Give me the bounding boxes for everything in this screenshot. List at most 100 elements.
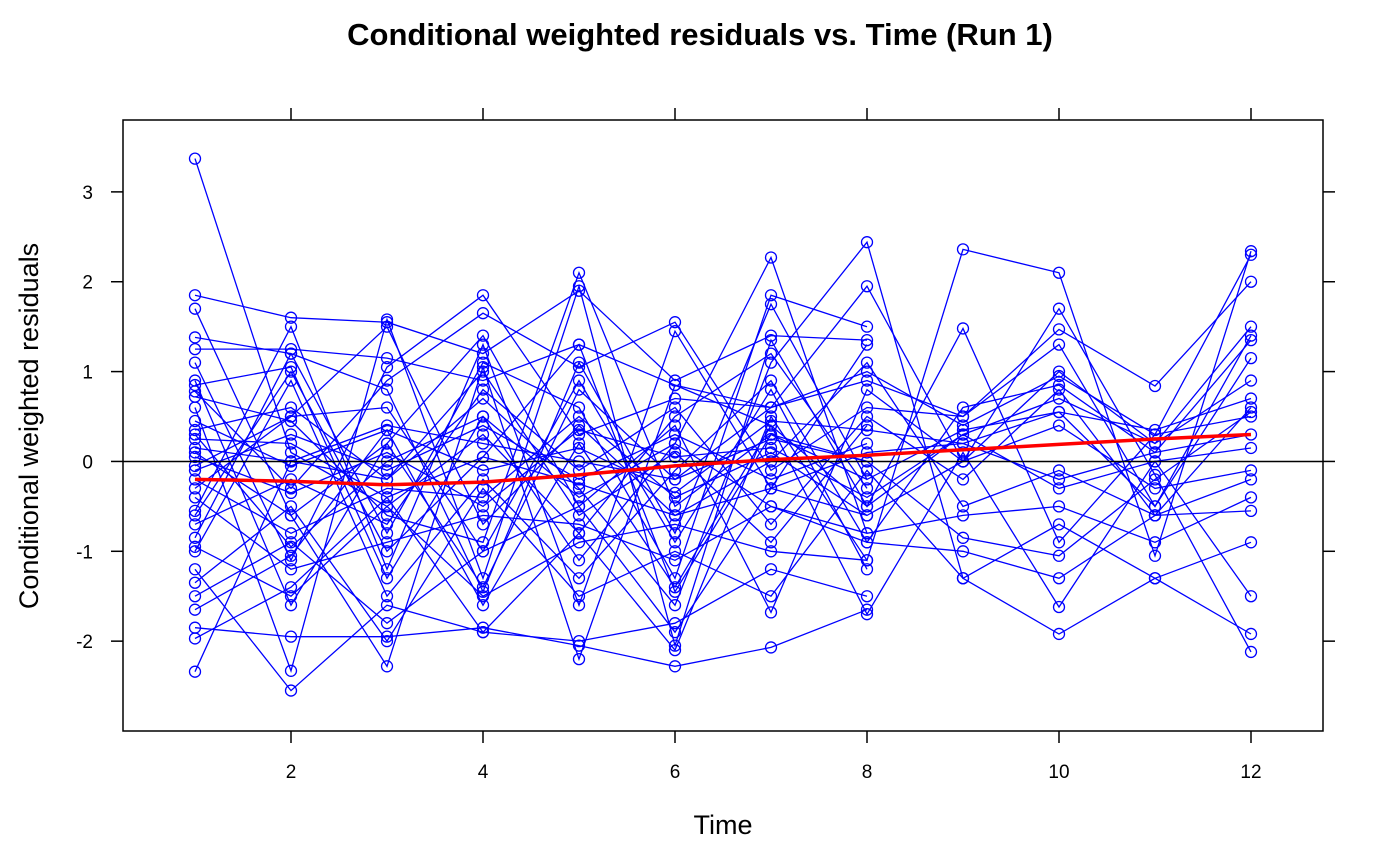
- data-point: [1244, 405, 1258, 419]
- data-point: [764, 545, 778, 558]
- data-point: [284, 509, 298, 522]
- series-line: [194, 424, 1252, 616]
- data-point: [764, 298, 778, 311]
- data-point: [476, 383, 490, 396]
- data-point: [1148, 509, 1162, 522]
- data-point: [188, 441, 202, 455]
- data-point: [668, 419, 682, 432]
- data-point: [284, 410, 298, 423]
- data-point: [1052, 482, 1066, 495]
- data-point: [188, 518, 202, 531]
- data-point: [572, 374, 586, 387]
- series-line: [194, 285, 1252, 668]
- series-line: [194, 379, 1252, 598]
- data-point: [476, 621, 490, 634]
- data-point: [764, 441, 778, 455]
- data-point: [764, 536, 778, 549]
- y-tick-label: -2: [76, 632, 93, 653]
- data-point: [1052, 473, 1066, 486]
- data-point: [1148, 500, 1162, 513]
- data-point: [956, 243, 970, 256]
- data-point: [668, 491, 682, 504]
- data-point: [1148, 473, 1162, 486]
- data-point: [764, 432, 778, 446]
- data-point: [380, 320, 394, 333]
- data-point: [860, 608, 874, 621]
- data-point: [668, 536, 682, 549]
- data-point: [284, 684, 298, 697]
- data-point: [1244, 473, 1258, 486]
- data-point: [380, 563, 394, 576]
- data-point: [476, 329, 490, 342]
- data-point: [764, 356, 778, 369]
- data-point: [1052, 378, 1066, 392]
- data-point: [764, 641, 778, 654]
- data-point: [380, 509, 394, 522]
- data-point: [1244, 245, 1258, 258]
- data-point: [188, 576, 202, 589]
- data-point: [668, 509, 682, 522]
- data-point: [380, 401, 394, 414]
- data-point: [188, 504, 202, 518]
- data-point: [668, 626, 682, 639]
- data-point: [572, 518, 586, 531]
- data-point: [572, 482, 586, 495]
- data-point: [572, 437, 586, 450]
- data-point: [668, 392, 682, 405]
- data-point: [476, 585, 490, 598]
- data-point: [188, 545, 202, 558]
- data-point: [284, 581, 298, 594]
- series-line: [194, 270, 868, 544]
- data-point: [284, 540, 298, 553]
- data-point: [860, 509, 874, 522]
- data-point: [1148, 379, 1162, 393]
- data-point: [668, 585, 682, 598]
- data-point: [1052, 518, 1066, 531]
- series-line: [194, 339, 1252, 562]
- data-point: [476, 599, 490, 612]
- data-point: [764, 410, 778, 423]
- data-point: [956, 531, 970, 544]
- data-point: [956, 500, 970, 513]
- data-point: [380, 313, 394, 326]
- data-point: [764, 518, 778, 531]
- data-point: [188, 590, 202, 603]
- data-point: [1244, 464, 1258, 477]
- data-point: [860, 482, 874, 495]
- data-point: [1148, 482, 1162, 495]
- data-point: [380, 545, 394, 558]
- data-point: [1148, 446, 1162, 459]
- data-point: [1052, 600, 1066, 614]
- data-point: [764, 482, 778, 495]
- data-point: [668, 378, 682, 392]
- data-point: [1148, 549, 1162, 562]
- data-point: [380, 527, 394, 540]
- series-line: [194, 487, 868, 634]
- data-point: [1052, 536, 1066, 549]
- data-point: [860, 437, 874, 450]
- data-point: [380, 518, 394, 531]
- data-point: [188, 509, 202, 522]
- data-point: [1148, 536, 1162, 549]
- data-point: [188, 401, 202, 414]
- data-point: [764, 428, 778, 441]
- x-tick-label: 12: [1240, 762, 1261, 783]
- data-point: [860, 419, 874, 432]
- data-point: [764, 289, 778, 302]
- data-point: [860, 374, 874, 387]
- data-point: [188, 632, 202, 645]
- data-point: [380, 383, 394, 396]
- data-point: [284, 599, 298, 612]
- data-point: [668, 473, 682, 486]
- data-point: [380, 437, 394, 450]
- data-point: [284, 446, 298, 459]
- data-point: [668, 316, 682, 329]
- data-point: [380, 572, 394, 585]
- data-point: [1244, 590, 1258, 603]
- data-point: [380, 660, 394, 673]
- data-point: [764, 374, 778, 387]
- x-axis-label: Time: [694, 810, 753, 840]
- data-point: [1244, 441, 1258, 455]
- data-point: [860, 590, 874, 603]
